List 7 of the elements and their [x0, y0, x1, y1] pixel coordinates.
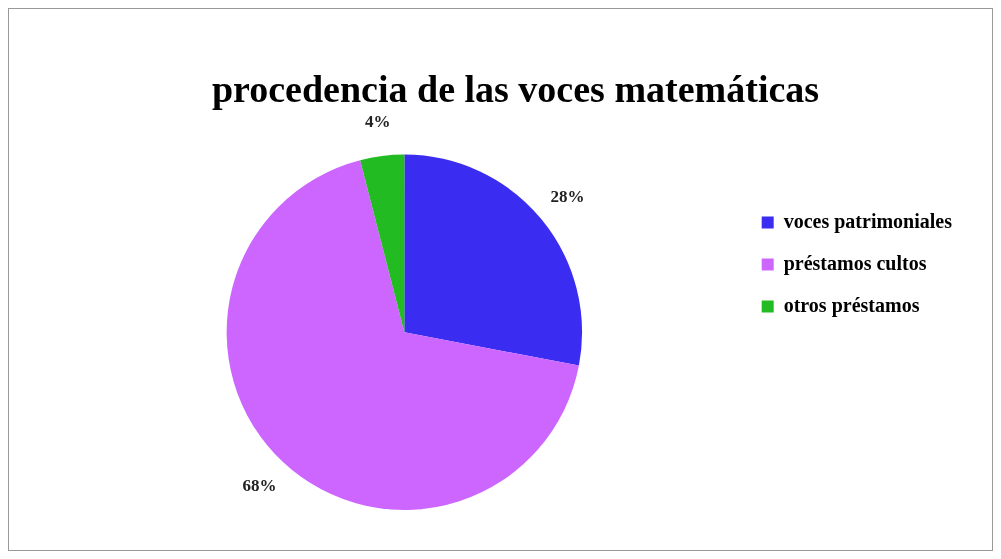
data-label: 28%: [550, 186, 585, 206]
data-label: 4%: [365, 111, 391, 131]
legend-label: voces patrimoniales: [783, 209, 953, 233]
data-label: 68%: [242, 476, 277, 496]
legend-label: otros préstamos: [783, 293, 920, 317]
chart-title: procedencia de las voces matemáticas: [211, 67, 820, 110]
legend-label: préstamos cultos: [783, 251, 927, 275]
